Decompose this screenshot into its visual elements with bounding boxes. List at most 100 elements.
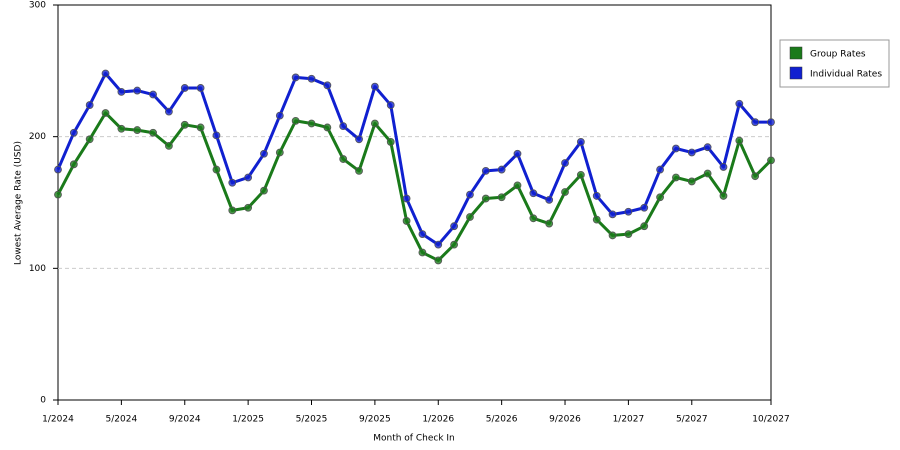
x-tick-label: 9/2024 [169, 415, 201, 425]
data-point [402, 194, 411, 203]
y-tick-label: 300 [29, 1, 46, 11]
data-point [656, 165, 664, 174]
x-axis-label: Month of Check In [373, 434, 455, 444]
x-tick-label: 1/2026 [422, 415, 454, 425]
data-point [307, 119, 316, 128]
data-point [370, 82, 379, 91]
data-point [672, 173, 680, 182]
data-point [149, 90, 157, 99]
data-point [149, 128, 157, 137]
data-point [640, 222, 649, 231]
x-tick-label: 1/2027 [613, 415, 645, 425]
data-point [450, 240, 459, 249]
data-point [687, 148, 696, 157]
data-point [561, 159, 569, 167]
data-point [481, 194, 490, 203]
data-point [545, 219, 554, 228]
data-point [735, 99, 744, 108]
data-point [576, 138, 585, 146]
data-point [244, 203, 253, 212]
data-point [466, 213, 474, 221]
data-point [370, 119, 379, 128]
data-point [735, 136, 744, 145]
data-point [497, 165, 506, 174]
data-point [291, 116, 300, 125]
data-point [386, 101, 395, 109]
data-point [54, 165, 62, 174]
y-tick-label: 0 [40, 396, 46, 406]
data-point [672, 144, 680, 153]
data-point [576, 170, 585, 179]
x-tick-label: 9/2025 [359, 415, 391, 425]
legend: Group Rates Individual Rates [779, 39, 890, 88]
series-line [56, 71, 771, 247]
data-point [434, 240, 443, 249]
plot-frame [57, 4, 772, 401]
data-point [244, 173, 253, 182]
data-point [719, 163, 728, 171]
data-point [323, 123, 332, 132]
data-point [165, 107, 173, 116]
data-point [751, 172, 760, 181]
data-point [703, 143, 712, 152]
data-point [355, 135, 363, 144]
data-point [481, 166, 490, 175]
data-point [323, 81, 332, 90]
data-point [434, 256, 443, 265]
data-point [497, 193, 506, 202]
data-point [608, 231, 617, 240]
data-point [54, 190, 62, 199]
data-point [592, 192, 601, 200]
data-point [355, 166, 363, 175]
data-point [767, 156, 775, 165]
data-point [275, 148, 284, 157]
data-point [339, 122, 348, 131]
y-tick-label: 100 [29, 264, 46, 274]
data-point [450, 222, 459, 231]
data-point [69, 160, 78, 169]
legend-swatch [789, 46, 803, 60]
data-point [228, 206, 237, 215]
data-point [386, 138, 395, 146]
data-point [117, 88, 126, 96]
data-point [260, 149, 268, 158]
data-point [513, 181, 522, 190]
data-point [529, 189, 538, 198]
data-point [228, 178, 237, 187]
y-tick-label: 200 [29, 132, 46, 142]
data-point [69, 128, 78, 137]
data-point [767, 118, 775, 127]
data-point [180, 120, 189, 129]
data-point [212, 131, 221, 140]
data-point [212, 165, 221, 174]
data-point [592, 215, 601, 224]
x-tick-label: 10/2027 [752, 415, 789, 425]
data-point [85, 101, 94, 109]
data-point [466, 190, 474, 199]
data-point [703, 169, 712, 178]
data-point [402, 217, 411, 225]
data-point [656, 193, 664, 202]
data-point [418, 248, 427, 257]
data-point [561, 188, 569, 196]
data-point [307, 74, 316, 83]
data-point [640, 203, 649, 212]
data-point [101, 69, 110, 78]
data-point [418, 230, 427, 239]
series-line [56, 111, 773, 262]
data-point [196, 123, 205, 132]
x-tick-label: 5/2025 [296, 415, 328, 425]
data-point [687, 177, 696, 186]
data-point [624, 230, 633, 239]
data-point [624, 207, 633, 216]
x-tick-label: 5/2027 [676, 415, 708, 425]
data-point [117, 124, 126, 133]
data-point [529, 214, 538, 223]
y-axis-label: Lowest Average Rate (USD) [14, 141, 24, 265]
data-point [85, 135, 94, 144]
legend-swatch [789, 66, 803, 80]
x-tick-label: 9/2026 [549, 415, 581, 425]
data-point [133, 86, 142, 95]
data-point [180, 84, 189, 92]
